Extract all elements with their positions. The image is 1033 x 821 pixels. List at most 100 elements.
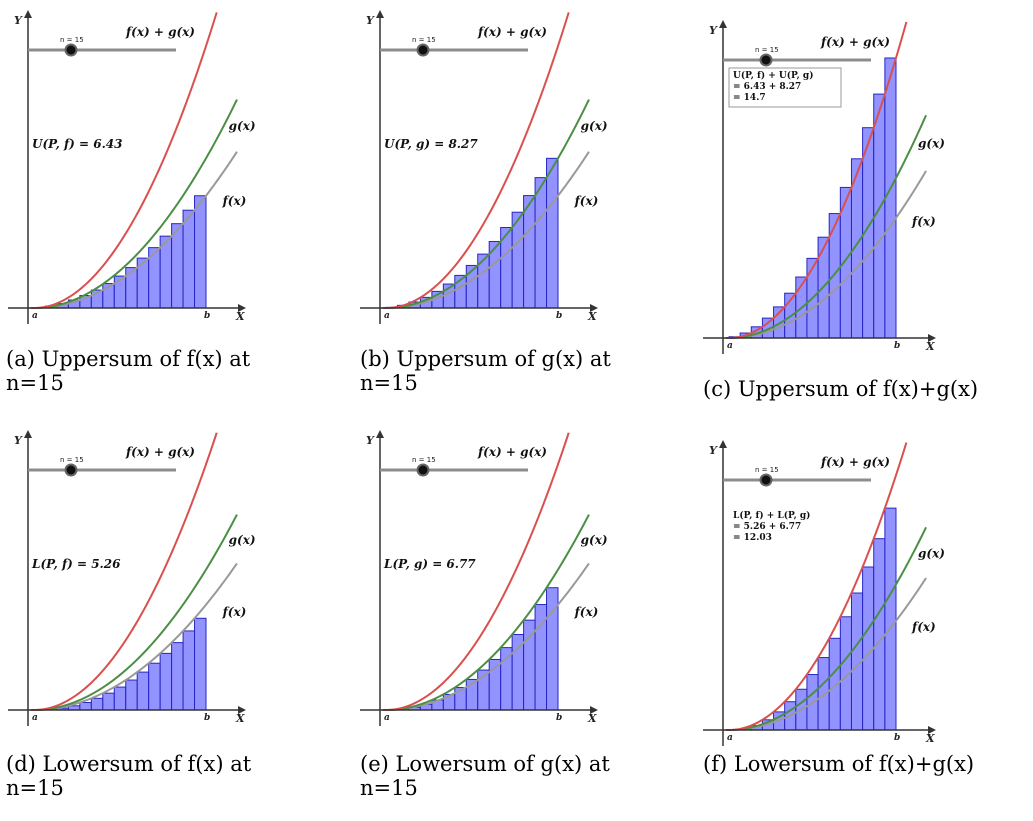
sum-bar <box>113 686 127 711</box>
riemann-sum-chart: Y Xa b n = 15 f(x) + g(x) g(x) f(x) U(P, g) = 8… <box>360 10 608 324</box>
g-curve-label: g(x) <box>229 119 256 133</box>
y-axis-arrow <box>376 430 384 438</box>
fg-curve <box>725 442 908 731</box>
f-curve <box>382 562 590 711</box>
point-a-label: a <box>727 341 733 351</box>
sum-annotation: U(P, g) = 8.27 <box>384 137 478 151</box>
annotation-box <box>728 67 842 108</box>
f-curve-label: f(x) <box>222 194 247 208</box>
point-a-label: a <box>32 311 38 321</box>
x-axis-arrow <box>590 706 598 714</box>
point-b-label: b <box>204 311 210 321</box>
f-curve <box>30 562 238 711</box>
sum-bar <box>884 507 897 731</box>
x-axis-arrow <box>928 726 936 734</box>
sum-bar <box>546 157 559 309</box>
n-slider-handle[interactable] <box>64 43 78 57</box>
n-slider-label: n = 15 <box>755 466 779 474</box>
subfigure-caption: (d) Lowersum of f(x) at n=15 <box>6 752 251 800</box>
g-curve <box>725 114 927 339</box>
sum-annotation: L(P, f) = 5.26 <box>31 557 121 571</box>
n-slider-handle[interactable] <box>416 43 430 57</box>
sum-annotation-line: = 6.43 + 8.27 <box>733 82 801 92</box>
caption-line: (c) Uppersum of f(x)+g(x) <box>703 377 979 401</box>
n-slider-handle[interactable] <box>416 463 430 477</box>
sum-bar <box>136 671 150 711</box>
g-curve <box>725 526 927 731</box>
sum-annotation-line: L(P, f) + L(P, g) <box>733 510 810 521</box>
y-axis-label: Y <box>14 14 23 27</box>
g-curve-label: g(x) <box>581 533 608 547</box>
n-slider-label: n = 15 <box>60 456 84 464</box>
y-axis-label: Y <box>366 14 375 27</box>
caption-line: n=15 <box>360 776 418 800</box>
x-axis-label: X <box>235 712 245 725</box>
fg-curve <box>382 12 570 309</box>
sum-annotation-line: = 14.7 <box>733 93 766 103</box>
sum-bar <box>159 652 173 711</box>
caption-line: (a) Uppersum of f(x) at <box>6 347 251 371</box>
sum-annotation-line: = 12.03 <box>733 533 772 543</box>
sum-bar <box>182 630 196 711</box>
x-axis-label: X <box>925 732 935 745</box>
fg-curve-label: f(x) + g(x) <box>125 445 195 459</box>
point-b-label: b <box>894 341 900 351</box>
f-curve-label: f(x) <box>911 214 936 228</box>
sum-bar <box>523 195 536 309</box>
f-curve <box>382 151 590 309</box>
point-b-label: b <box>894 733 900 743</box>
caption-line: (b) Uppersum of g(x) at <box>360 347 611 371</box>
sum-bar <box>884 57 897 339</box>
f-curve-label: f(x) <box>911 620 936 634</box>
sum-bar <box>534 177 548 309</box>
sum-bar <box>171 642 184 711</box>
g-curve <box>30 99 238 309</box>
fg-curve-label: f(x) + g(x) <box>477 25 547 39</box>
fg-curve-label: f(x) + g(x) <box>820 35 890 49</box>
sum-bar <box>194 195 207 309</box>
n-slider-handle[interactable] <box>759 473 773 487</box>
sum-bar <box>171 223 184 309</box>
g-curve-label: g(x) <box>581 119 608 133</box>
g-curve-label: g(x) <box>229 533 256 547</box>
f-curve <box>725 170 927 339</box>
sum-bar <box>79 702 92 711</box>
x-axis-arrow <box>238 706 246 714</box>
fg-curve-label: f(x) + g(x) <box>477 445 547 459</box>
riemann-sum-chart: Y Xa b n = 15 f(x) + g(x) g(x) f(x) L(P, f) + L… <box>703 440 945 746</box>
n-slider-label: n = 15 <box>755 46 779 54</box>
y-axis-arrow <box>24 10 32 18</box>
sum-annotation-line: U(P, f) + U(P, g) <box>733 70 813 81</box>
fg-curve <box>382 432 570 711</box>
x-axis-label: X <box>587 310 597 323</box>
fg-curve <box>725 21 908 339</box>
point-a-label: a <box>32 713 38 723</box>
f-curve-label: f(x) <box>222 605 247 619</box>
fg-curve-label: f(x) + g(x) <box>125 25 195 39</box>
g-curve-label: g(x) <box>918 136 945 150</box>
sum-annotation: L(P, g) = 6.77 <box>383 557 476 571</box>
point-a-label: a <box>727 733 733 743</box>
sum-bar <box>511 634 525 711</box>
fg-curve <box>30 432 218 711</box>
n-slider-label: n = 15 <box>412 36 436 44</box>
n-slider-handle[interactable] <box>64 463 78 477</box>
subfigure-caption: (e) Lowersum of g(x) at n=15 <box>360 752 610 800</box>
y-axis-label: Y <box>366 434 375 447</box>
point-b-label: b <box>556 713 562 723</box>
f-curve-label: f(x) <box>574 605 599 619</box>
x-axis-arrow <box>590 304 598 312</box>
y-axis-arrow <box>719 440 727 448</box>
point-b-label: b <box>556 311 562 321</box>
g-curve <box>30 514 238 711</box>
n-slider-handle[interactable] <box>759 53 773 67</box>
subfigure-caption: (a) Uppersum of f(x) at n=15 <box>6 347 250 395</box>
fg-curve <box>30 12 218 309</box>
y-axis-label: Y <box>709 444 718 457</box>
x-axis-label: X <box>587 712 597 725</box>
